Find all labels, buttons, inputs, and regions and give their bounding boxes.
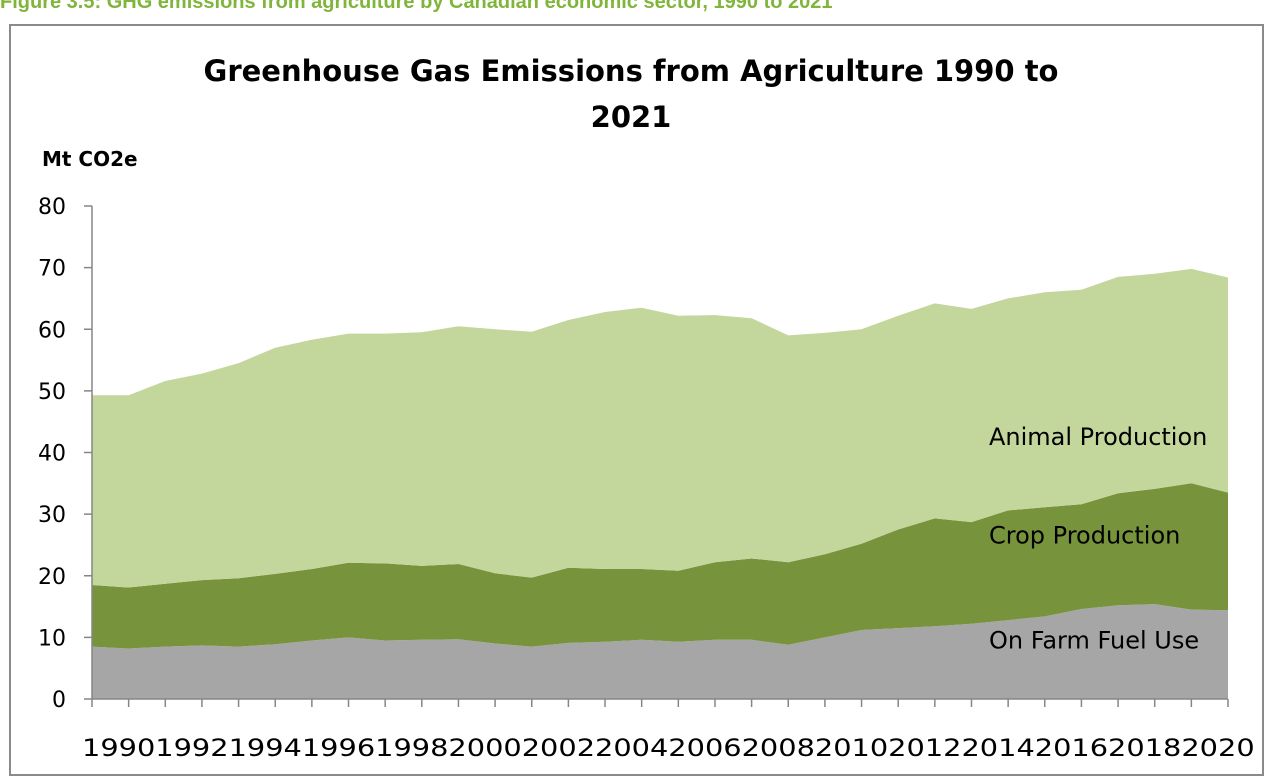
x-tick-label: 2016 [1035, 734, 1108, 762]
x-tick-label: 2012 [888, 734, 961, 762]
y-tick-label: 10 [38, 626, 66, 651]
crop-production-area [92, 483, 1228, 649]
y-tick-label: 80 [38, 195, 66, 220]
animal-production-label: Animal Production [989, 423, 1207, 451]
on-farm-fuel-use-area [92, 604, 1228, 699]
x-tick-label: 1994 [229, 734, 302, 762]
x-tick-label: 2014 [961, 734, 1034, 762]
x-tick-label: 2002 [522, 734, 595, 762]
x-tick-label: 2000 [448, 734, 521, 762]
chart-frame: Greenhouse Gas Emissions from Agricultur… [9, 24, 1264, 776]
x-tick-label: 2010 [815, 734, 888, 762]
x-tick-label: 1990 [82, 734, 155, 762]
area-chart: Greenhouse Gas Emissions from Agricultur… [38, 54, 1255, 762]
x-tick-label: 2018 [1108, 734, 1181, 762]
y-tick-label: 60 [38, 318, 66, 343]
y-tick-label: 50 [38, 380, 66, 405]
x-tick-label: 1992 [155, 734, 228, 762]
animal-production-area [92, 268, 1228, 588]
chart-title-line2: 2021 [591, 100, 672, 134]
series-labels-group: On Farm Fuel Use Crop Production Animal Pr… [989, 423, 1207, 654]
y-tick-label: 30 [38, 503, 66, 528]
x-tick-label: 1998 [375, 734, 448, 762]
x-tick-label: 2004 [595, 734, 668, 762]
figure-caption: Figure 3.5: GHG emissions from agricultu… [0, 0, 833, 13]
x-tick-label: 2006 [668, 734, 741, 762]
x-tick-label: 1996 [302, 734, 375, 762]
y-tick-label: 0 [52, 688, 66, 713]
y-tick-label: 20 [38, 565, 66, 590]
area-series-group [92, 268, 1228, 699]
x-tick-label: 2020 [1181, 734, 1254, 762]
y-tick-label: 40 [38, 442, 66, 467]
y-tick-label: 70 [38, 257, 66, 282]
x-tick-label: 2008 [742, 734, 815, 762]
on-farm-fuel-use-label: On Farm Fuel Use [989, 626, 1199, 654]
crop-production-label: Crop Production [989, 522, 1180, 550]
y-axis-label: Mt CO2e [42, 147, 138, 171]
chart-title-line1: Greenhouse Gas Emissions from Agricultur… [204, 54, 1059, 88]
